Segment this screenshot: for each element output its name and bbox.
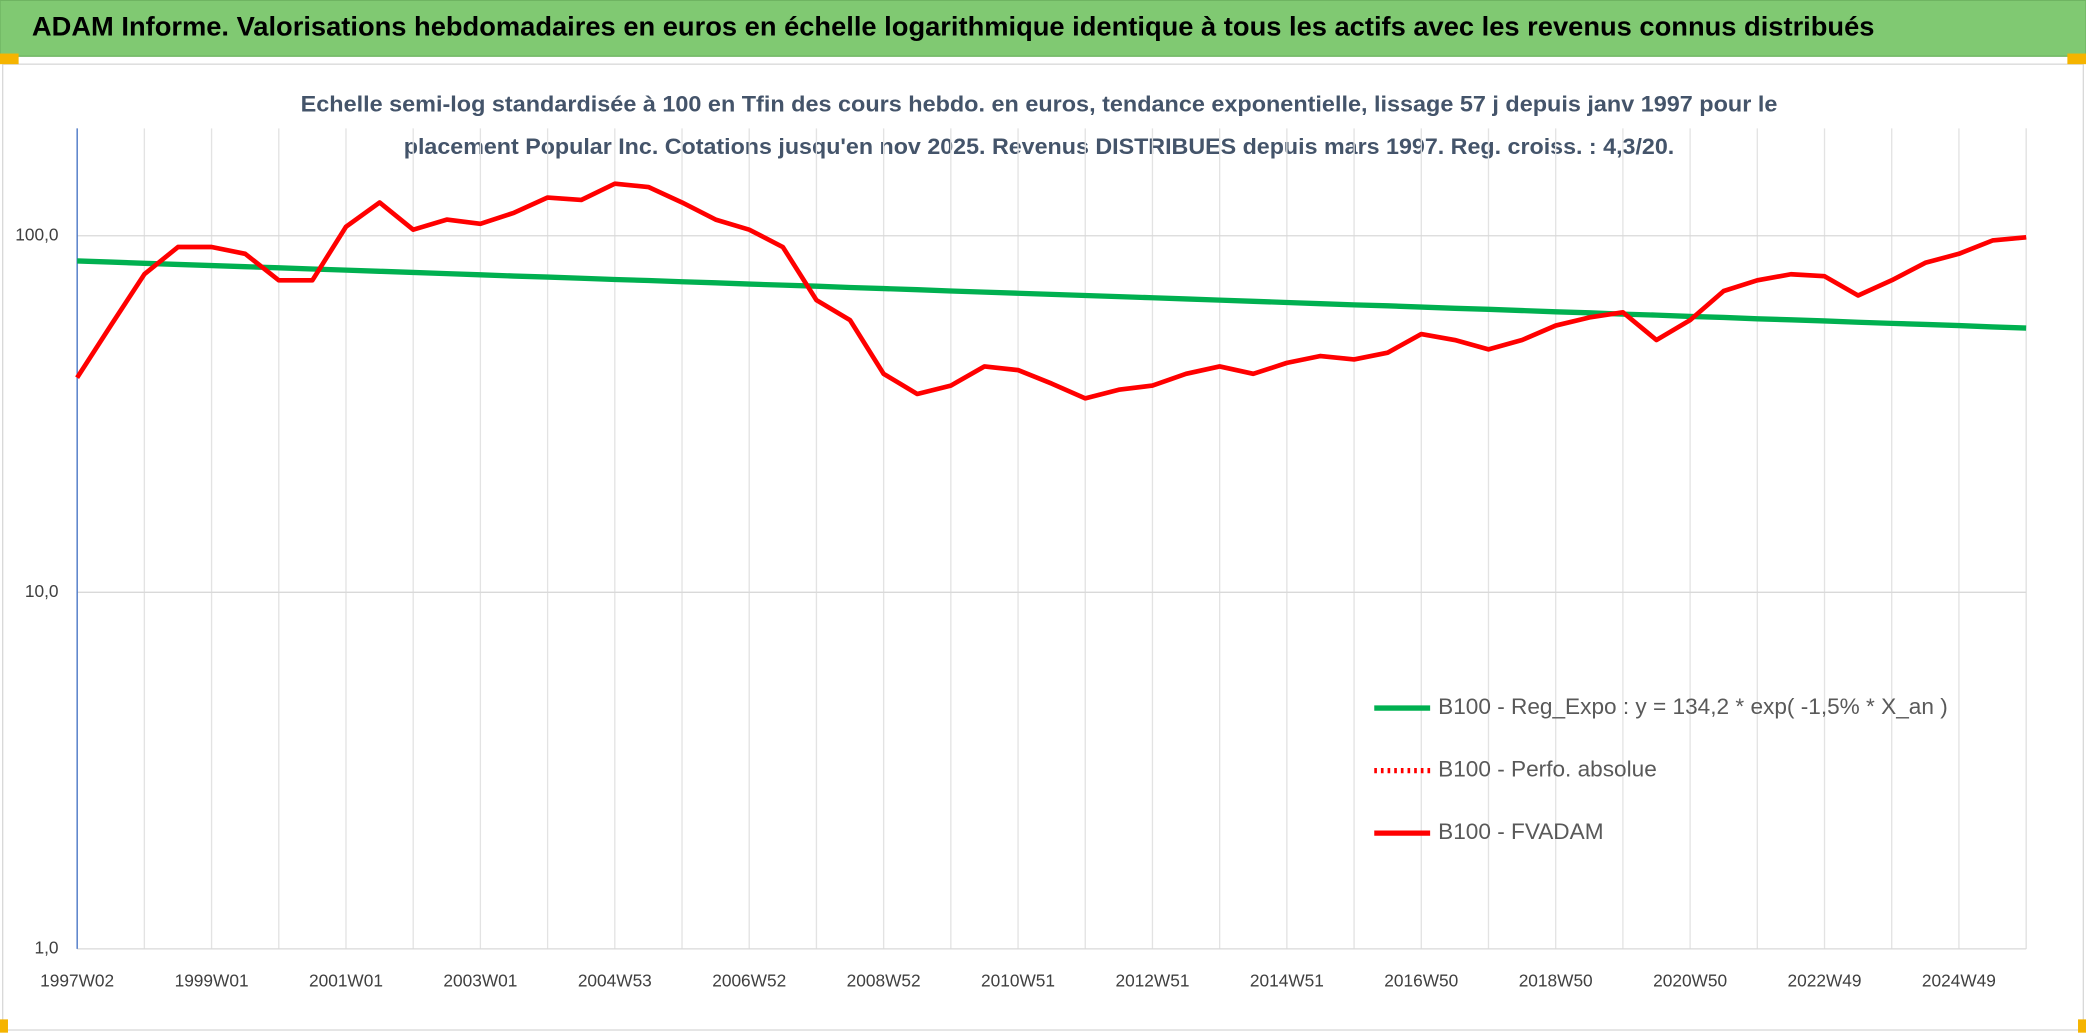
legend-label: B100 - FVADAM — [1438, 819, 1603, 844]
x-tick-label: 1997W02 — [40, 971, 114, 991]
y-tick-label: 1,0 — [35, 937, 59, 957]
x-tick-label: 2008W52 — [847, 971, 921, 991]
x-tick-label: 2006W52 — [712, 971, 786, 991]
x-tick-label: 1999W01 — [175, 971, 249, 991]
header-title: ADAM Informe. Valorisations hebdomadaire… — [32, 11, 1875, 41]
x-tick-label: 2024W49 — [1922, 971, 1996, 991]
x-tick-label: 2010W51 — [981, 971, 1055, 991]
x-tick-label: 2016W50 — [1384, 971, 1458, 991]
x-tick-label: 2001W01 — [309, 971, 383, 991]
y-tick-label: 10,0 — [25, 581, 59, 601]
x-tick-label: 2014W51 — [1250, 971, 1324, 991]
corner-mark — [2078, 1019, 2086, 1033]
header-bar — [0, 0, 2086, 57]
legend-label: B100 - Perfo. absolue — [1438, 757, 1657, 782]
corner-mark — [0, 1019, 8, 1033]
x-tick-label: 2018W50 — [1519, 971, 1593, 991]
x-tick-label: 2004W53 — [578, 971, 652, 991]
corner-mark — [0, 53, 19, 65]
chart-title: Echelle semi-log standardisée à 100 en T… — [301, 91, 1778, 116]
chart-title: placement Popular Inc. Cotations jusqu'e… — [404, 134, 1674, 159]
x-tick-label: 2022W49 — [1788, 971, 1862, 991]
x-tick-label: 2020W50 — [1653, 971, 1727, 991]
series-line — [77, 258, 2027, 331]
series-line — [75, 181, 2027, 401]
x-tick-label: 2003W01 — [443, 971, 517, 991]
x-tick-label: 2012W51 — [1115, 971, 1189, 991]
corner-mark — [2067, 53, 2086, 65]
y-tick-label: 100,0 — [15, 224, 58, 244]
legend-label: B100 - Reg_Expo : y = 134,2 * exp( -1,5%… — [1438, 694, 1948, 719]
chart-frame — [1, 63, 2085, 1031]
